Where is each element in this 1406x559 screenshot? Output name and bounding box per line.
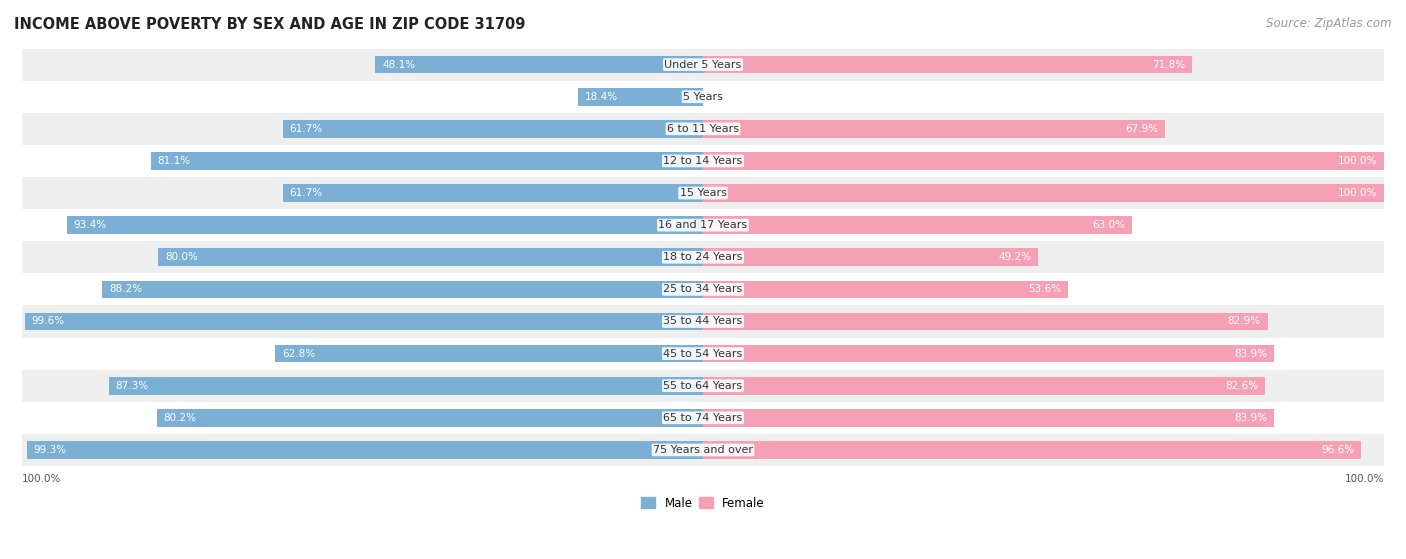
Bar xyxy=(0,145,1406,177)
Bar xyxy=(150,152,703,170)
Bar xyxy=(0,177,1406,209)
Bar xyxy=(0,209,1406,241)
Bar xyxy=(27,441,703,459)
Bar xyxy=(703,441,1361,459)
Bar xyxy=(157,409,703,427)
Bar xyxy=(276,345,703,362)
Text: 5 Years: 5 Years xyxy=(683,92,723,102)
Text: 100.0%: 100.0% xyxy=(1344,474,1384,484)
Text: 93.4%: 93.4% xyxy=(73,220,107,230)
Text: 71.8%: 71.8% xyxy=(1152,60,1185,70)
Bar xyxy=(703,152,1384,170)
Bar xyxy=(0,305,1406,338)
Text: 49.2%: 49.2% xyxy=(998,252,1031,262)
Text: 96.6%: 96.6% xyxy=(1320,445,1354,455)
Bar xyxy=(703,56,1192,73)
Text: 67.9%: 67.9% xyxy=(1125,124,1159,134)
Bar xyxy=(25,312,703,330)
Text: 87.3%: 87.3% xyxy=(115,381,149,391)
Bar xyxy=(703,409,1274,427)
Bar xyxy=(67,216,703,234)
Bar xyxy=(703,281,1069,298)
Text: 83.9%: 83.9% xyxy=(1234,349,1268,359)
Bar xyxy=(283,184,703,202)
Text: 88.2%: 88.2% xyxy=(110,285,142,295)
Bar xyxy=(703,216,1132,234)
Text: 75 Years and over: 75 Years and over xyxy=(652,445,754,455)
Bar xyxy=(703,120,1166,138)
Legend: Male, Female: Male, Female xyxy=(637,492,769,514)
Text: INCOME ABOVE POVERTY BY SEX AND AGE IN ZIP CODE 31709: INCOME ABOVE POVERTY BY SEX AND AGE IN Z… xyxy=(14,17,526,32)
Text: 53.6%: 53.6% xyxy=(1028,285,1062,295)
Text: 45 to 54 Years: 45 to 54 Years xyxy=(664,349,742,359)
Bar xyxy=(0,49,1406,80)
Bar xyxy=(703,377,1265,395)
Bar xyxy=(0,241,1406,273)
Text: 99.6%: 99.6% xyxy=(31,316,65,326)
Bar xyxy=(103,281,703,298)
Text: 80.0%: 80.0% xyxy=(165,252,198,262)
Text: 16 and 17 Years: 16 and 17 Years xyxy=(658,220,748,230)
Text: 65 to 74 Years: 65 to 74 Years xyxy=(664,413,742,423)
Bar xyxy=(703,345,1274,362)
Bar xyxy=(0,402,1406,434)
Bar xyxy=(0,369,1406,402)
Text: 100.0%: 100.0% xyxy=(22,474,62,484)
Text: 82.6%: 82.6% xyxy=(1226,381,1258,391)
Text: 55 to 64 Years: 55 to 64 Years xyxy=(664,381,742,391)
Text: 25 to 34 Years: 25 to 34 Years xyxy=(664,285,742,295)
Text: 62.8%: 62.8% xyxy=(283,349,315,359)
Text: 48.1%: 48.1% xyxy=(382,60,415,70)
Text: 61.7%: 61.7% xyxy=(290,188,323,198)
Text: 35 to 44 Years: 35 to 44 Years xyxy=(664,316,742,326)
Text: Source: ZipAtlas.com: Source: ZipAtlas.com xyxy=(1267,17,1392,30)
Text: 83.9%: 83.9% xyxy=(1234,413,1268,423)
Bar xyxy=(0,273,1406,305)
Text: 80.2%: 80.2% xyxy=(163,413,197,423)
Bar xyxy=(375,56,703,73)
Text: 100.0%: 100.0% xyxy=(1337,188,1376,198)
Text: 100.0%: 100.0% xyxy=(1337,156,1376,166)
Text: 82.9%: 82.9% xyxy=(1227,316,1261,326)
Bar xyxy=(0,434,1406,466)
Text: 18.4%: 18.4% xyxy=(585,92,617,102)
Bar xyxy=(703,248,1038,266)
Bar xyxy=(0,113,1406,145)
Text: 18 to 24 Years: 18 to 24 Years xyxy=(664,252,742,262)
Bar xyxy=(0,338,1406,369)
Bar xyxy=(703,312,1268,330)
Bar xyxy=(108,377,703,395)
Bar xyxy=(703,184,1384,202)
Text: 81.1%: 81.1% xyxy=(157,156,191,166)
Text: 63.0%: 63.0% xyxy=(1092,220,1125,230)
Bar xyxy=(578,88,703,106)
Text: 61.7%: 61.7% xyxy=(290,124,323,134)
Text: 6 to 11 Years: 6 to 11 Years xyxy=(666,124,740,134)
Text: 99.3%: 99.3% xyxy=(34,445,66,455)
Text: Under 5 Years: Under 5 Years xyxy=(665,60,741,70)
Bar xyxy=(283,120,703,138)
Text: 12 to 14 Years: 12 to 14 Years xyxy=(664,156,742,166)
Text: 15 Years: 15 Years xyxy=(679,188,727,198)
Bar xyxy=(0,80,1406,113)
Bar xyxy=(159,248,703,266)
